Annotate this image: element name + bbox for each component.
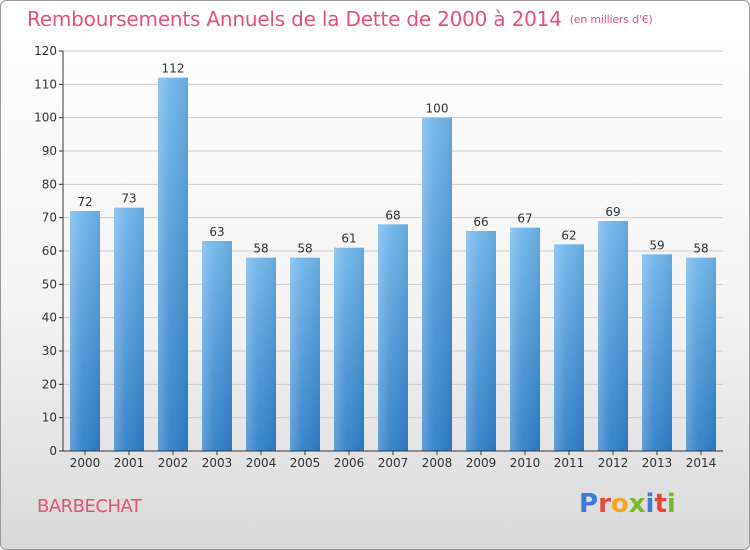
- bar-shine-2007: [378, 224, 408, 451]
- logo-letter: i: [666, 489, 676, 519]
- x-tick-label-2008: 2008: [422, 456, 453, 470]
- y-tick-label: 120: [34, 44, 57, 58]
- x-tick-label-2003: 2003: [202, 456, 233, 470]
- logo-letter: i: [645, 489, 655, 519]
- data-label-2005: 58: [297, 242, 312, 256]
- bar-shine-2005: [290, 257, 320, 451]
- bars: 72 73 112 63 58 58 61 68 100 66 67 62 69 59 58: [70, 62, 716, 452]
- data-label-2008: 100: [426, 102, 449, 116]
- chart-subtitle: (en milliers d'€): [569, 13, 653, 26]
- x-tick-label-2001: 2001: [114, 456, 145, 470]
- city-name: BARBECHAT: [37, 496, 142, 517]
- data-label-2002: 112: [162, 62, 185, 76]
- data-label-2014: 58: [693, 242, 708, 256]
- chart-title: Remboursements Annuels de la Dette de 20…: [27, 7, 653, 31]
- x-tick-label-2013: 2013: [642, 456, 673, 470]
- bar-shine-2012: [598, 221, 628, 451]
- bar-shine-2006: [334, 247, 364, 451]
- x-tick-label-2011: 2011: [554, 456, 585, 470]
- bar-shine-2001: [114, 207, 144, 451]
- data-label-2011: 62: [561, 228, 576, 242]
- bar-shine-2004: [246, 257, 276, 451]
- y-tick-label: 90: [42, 144, 57, 158]
- bar-shine-2011: [554, 244, 584, 451]
- y-tick-label: 40: [42, 311, 57, 325]
- data-label-2000: 72: [77, 195, 92, 209]
- axes: 0 10 20 30 40 50 60 70 80 90 100 110 120 2000 2001 2002…: [34, 44, 723, 470]
- logo-letter: r: [598, 489, 611, 519]
- logo-letter: P: [579, 489, 599, 519]
- y-tick-label: 70: [42, 211, 57, 225]
- y-tick-label: 20: [42, 377, 57, 391]
- y-tick-label: 0: [49, 444, 57, 458]
- x-tick-label-2002: 2002: [158, 456, 189, 470]
- bar-shine-2009: [466, 231, 496, 451]
- data-label-2001: 73: [121, 192, 136, 206]
- x-tick-label-2005: 2005: [290, 456, 321, 470]
- bar-shine-2002: [158, 77, 188, 452]
- bar-shine-2003: [202, 241, 232, 451]
- data-label-2009: 66: [473, 215, 488, 229]
- data-label-2010: 67: [517, 212, 532, 226]
- data-label-2003: 63: [209, 225, 224, 239]
- x-tick-label-2004: 2004: [246, 456, 277, 470]
- y-tick-label: 50: [42, 277, 57, 291]
- y-tick-label: 100: [34, 111, 57, 125]
- bar-shine-2010: [510, 227, 540, 451]
- data-label-2013: 59: [649, 238, 664, 252]
- data-label-2007: 68: [385, 208, 400, 222]
- bar-shine-2014: [686, 257, 716, 451]
- chart-title-main: Remboursements Annuels de la Dette de 20…: [27, 7, 562, 31]
- x-tick-label-2014: 2014: [686, 456, 717, 470]
- y-tick-label: 10: [42, 411, 57, 425]
- x-tick-label-2012: 2012: [598, 456, 629, 470]
- y-tick-label: 110: [34, 77, 57, 91]
- y-tick-label: 60: [42, 244, 57, 258]
- bar-shine-2013: [642, 254, 672, 451]
- bar-shine-2008: [422, 117, 452, 452]
- x-tick-label-2006: 2006: [334, 456, 365, 470]
- y-tick-label: 30: [42, 344, 57, 358]
- data-label-2012: 69: [605, 205, 620, 219]
- logo-letter: t: [654, 489, 667, 519]
- x-tick-label-2009: 2009: [466, 456, 497, 470]
- x-tick-label-2010: 2010: [510, 456, 541, 470]
- bar-shine-2000: [70, 211, 100, 451]
- x-tick-label-2007: 2007: [378, 456, 409, 470]
- data-label-2006: 61: [341, 232, 356, 246]
- x-tick-label-2000: 2000: [70, 456, 101, 470]
- logo-letter: x: [628, 489, 646, 519]
- data-label-2004: 58: [253, 242, 268, 256]
- proxiti-logo[interactable]: Proxiti: [579, 489, 676, 519]
- logo-letter: o: [610, 489, 629, 519]
- y-tick-label: 80: [42, 177, 57, 191]
